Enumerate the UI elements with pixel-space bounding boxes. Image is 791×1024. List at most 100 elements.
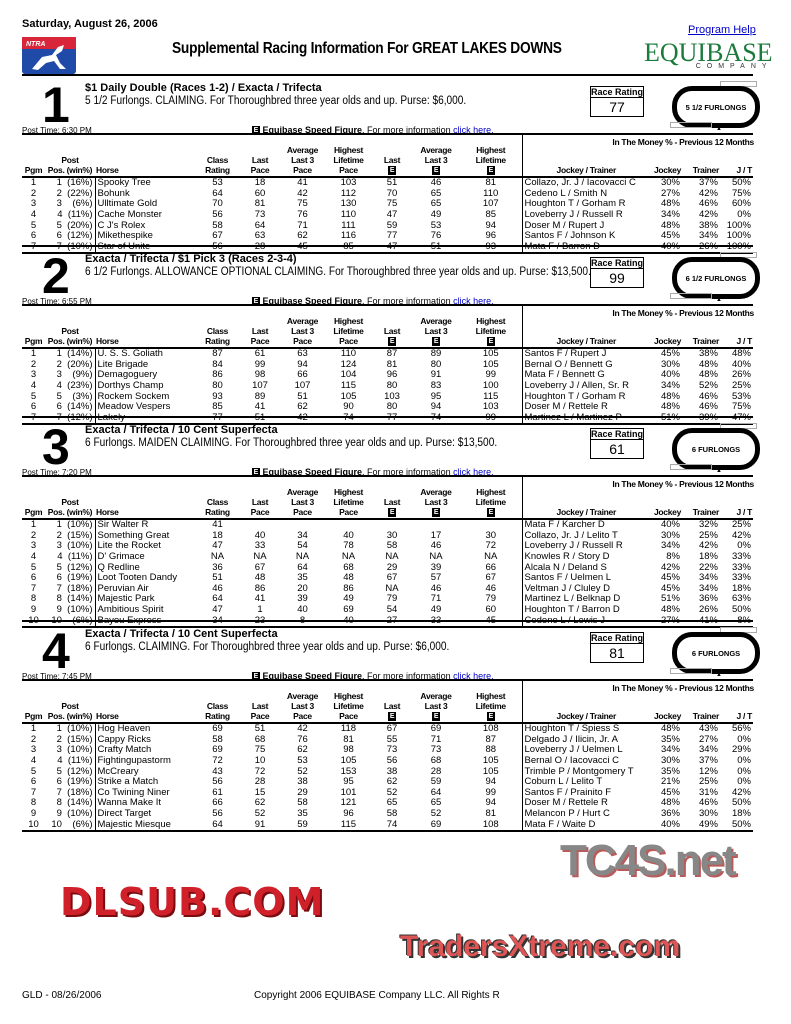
last-pace-cell: 98	[254, 370, 266, 381]
horse-cell: Mikethespike	[94, 231, 195, 242]
class-rating-cell: 87	[212, 348, 223, 360]
jockey-trainer-cell: Melancon P / Hurt C	[521, 809, 650, 820]
avg-last3-speed-figure-cell: 69	[412, 819, 460, 833]
pgm-cell: 4	[30, 210, 37, 221]
click-here-link[interactable]: click here.	[453, 296, 494, 306]
header-jockey-trainer: Jockey / Trainer	[521, 474, 650, 521]
highest-lifetime-pace-cell: 105	[340, 756, 357, 767]
speed-figure-note: E Equibase Speed Figure. For more inform…	[252, 125, 494, 136]
program-help-link[interactable]: Program Help	[688, 24, 756, 36]
header-jt-pct: J / T	[720, 132, 753, 179]
footer-track-date: GLD - 08/26/2006	[22, 990, 102, 1001]
pgm-cell: 5	[30, 562, 37, 573]
header-avg-last3-pace: Average Last 3 Pace	[280, 303, 325, 350]
header-line: Last	[251, 701, 269, 712]
money-header: In The Money % - Previous 12 Months	[612, 137, 754, 147]
jockey-pct-cell: 48%	[660, 798, 680, 809]
avg-last3-speed-figure-cell: 76	[430, 231, 442, 242]
header-line	[23, 326, 44, 336]
jockey-pct-cell: 45%	[660, 787, 680, 798]
header-highest-speed-figure: Highest Lifetime E	[460, 303, 522, 350]
highest-lifetime-pace-cell: 96	[343, 809, 354, 819]
post-position-cell: 4 (11%)	[57, 552, 93, 563]
header-line: Highest	[476, 316, 506, 326]
header-trainer-pct: Trainer	[682, 132, 720, 179]
last-speed-figure-cell: 65	[386, 798, 398, 809]
pgm-cell: 4	[30, 756, 37, 767]
pgm-cell: 7	[30, 583, 37, 594]
horse-cell: Sir Walter R	[94, 519, 195, 531]
header-line	[373, 477, 411, 487]
header-pgm: Pgm	[22, 303, 45, 350]
last-pace-cell: 72	[254, 766, 266, 777]
header-pgm: Pgm	[22, 474, 45, 521]
table-row: 6 6 (12%) Mikethespike 67 63 62 116 77 76 96 Santo…	[22, 231, 753, 242]
jt-pct-cell: 33%	[731, 562, 751, 573]
race-number: 1	[42, 77, 70, 133]
click-here-link[interactable]: click here.	[453, 467, 494, 477]
header-highest-lifetime-pace: Highest Lifetime Pace	[325, 474, 372, 521]
jt-pct-cell: 18%	[731, 583, 751, 594]
avg-last3-speed-figure-cell: 51	[412, 241, 460, 255]
last-speed-figure-cell: 59	[386, 220, 398, 231]
equibase-logo-text: EQUIBASE	[644, 38, 773, 67]
last-pace-cell: 18	[254, 177, 266, 189]
header-line: Post	[61, 326, 79, 337]
highest-speed-figure-cell: 94	[485, 777, 497, 788]
equibase-logo: EQUIBASE COMPANY	[644, 38, 773, 70]
highest-speed-figure-cell: 110	[483, 188, 499, 199]
post-position-cell: 1 (16%)	[56, 177, 93, 189]
money-header: In The Money % - Previous 12 Months	[612, 308, 754, 318]
trainer-pct-cell: 38%	[698, 348, 718, 360]
header-line	[524, 497, 650, 507]
header-line: Rating	[205, 165, 230, 176]
jockey-pct-cell: 34%	[660, 541, 680, 552]
jt-pct-cell: 53%	[731, 391, 751, 402]
header-line: J / T	[736, 507, 752, 518]
header-line: Highest	[333, 145, 364, 156]
avg-last3-pace-cell: 39	[297, 594, 308, 605]
class-rating-cell: 56	[212, 809, 223, 819]
highest-speed-figure-cell: 99	[485, 787, 497, 798]
header-avg-last3-pace: Average Last 3 Pace	[280, 678, 325, 725]
header-line	[373, 681, 411, 691]
class-rating-cell: 47	[212, 605, 223, 615]
header-jockey-trainer: Jockey / Trainer	[521, 678, 650, 725]
header-line	[461, 135, 521, 145]
horse-cell: Rockem Sockem	[94, 391, 195, 403]
post-position-cell: 3 (9%)	[56, 370, 93, 381]
post-position-cell: 2 (15%)	[56, 530, 93, 541]
header-line: Pace	[293, 711, 312, 722]
watermark-middle: DLSUB.COM	[60, 880, 325, 924]
header-line: Post	[61, 701, 79, 712]
horse-cell: Majestic Miesque	[94, 819, 195, 833]
header-line	[461, 477, 521, 487]
trainer-pct-cell: 27%	[698, 734, 718, 745]
header-line: Pace	[250, 711, 270, 722]
table-header-row: Pgm Post Pos. (win%) Horse Class Rating La…	[22, 303, 754, 350]
header-line	[96, 487, 194, 497]
click-here-link[interactable]: click here.	[453, 671, 494, 681]
finish-marker-icon: ▲	[716, 468, 722, 474]
avg-last3-speed-figure-cell: 71	[430, 594, 442, 605]
equibase-e-icon: E	[252, 297, 260, 307]
post-position-cell: 6 (14%)	[56, 402, 93, 413]
last-speed-figure-cell: 73	[386, 745, 398, 756]
avg-last3-speed-figure-cell: 49	[430, 210, 442, 221]
highest-lifetime-pace-cell: 118	[340, 723, 357, 735]
table-row: 5 5 (12%) McCreary 43 72 52 153 38 28 105 Trimble …	[22, 766, 753, 778]
class-rating-cell: 64	[195, 819, 240, 833]
highest-lifetime-pace-cell: 98	[343, 745, 354, 756]
avg-last3-pace-cell: 62	[297, 231, 308, 242]
post-time: Post Time: 7:45 PM	[22, 672, 92, 681]
trainer-pct-cell: 25%	[698, 777, 718, 788]
trainer-pct-cell: 39%	[682, 412, 720, 426]
class-rating-cell: 56	[212, 210, 223, 221]
jt-pct-cell: 40%	[731, 359, 751, 370]
last-pace-cell: 41	[254, 402, 266, 413]
pgm-cell: 3	[30, 199, 37, 210]
click-here-link[interactable]: click here.	[453, 125, 494, 135]
header-line	[413, 477, 459, 487]
header-line: Last	[251, 326, 269, 337]
